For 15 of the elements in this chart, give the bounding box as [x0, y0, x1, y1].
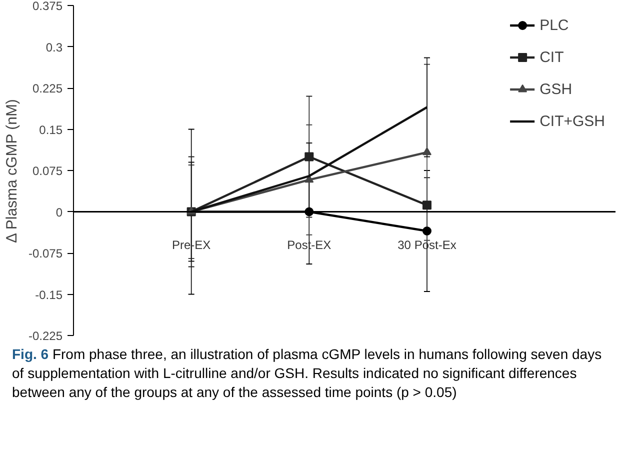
y-tick-label: -0.225: [28, 329, 63, 343]
y-tick-label: -0.075: [28, 246, 63, 260]
y-tick-label: 0.225: [32, 82, 63, 96]
legend-label: CIT: [540, 48, 564, 66]
y-tick-label: 0: [56, 205, 63, 220]
legend-label: PLC: [540, 16, 569, 34]
y-tick-label: 0.075: [32, 164, 63, 178]
y-tick-label: -0.15: [35, 288, 63, 302]
y-tick-label: 0.375: [32, 0, 63, 13]
y-tick-label: 0.3: [46, 40, 63, 54]
caption: Fig. 6 From phase three, an illustration of plasma cGMP levels in humans following seven days of supplementation with L-citrulline and/or GSH. Results indicated no significant differences between any of the groups at any of the assessed time points (p > 0.05): [12, 345, 603, 402]
legend-label: CIT+GSH: [540, 112, 605, 130]
legend-label: GSH: [540, 80, 572, 98]
y-tick-label: 0.15: [39, 122, 63, 137]
y-axis-title: Δ Plasma cGMP (nM): [3, 99, 20, 244]
